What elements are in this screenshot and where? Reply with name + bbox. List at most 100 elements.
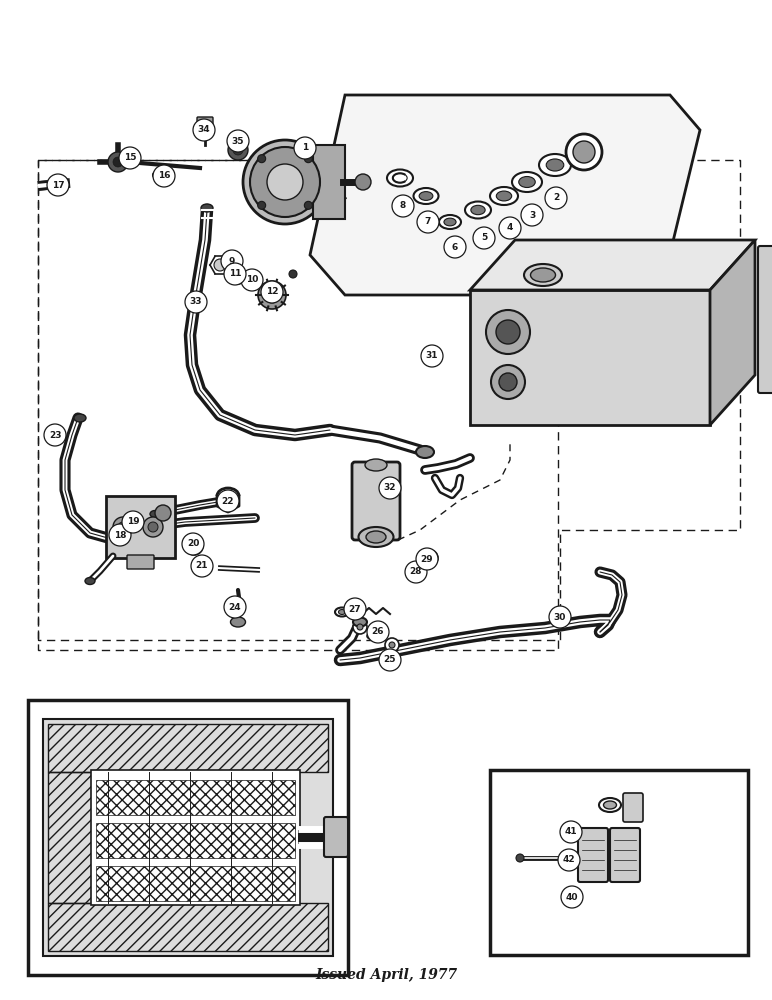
Circle shape [521, 204, 543, 226]
Text: 31: 31 [425, 352, 438, 360]
Ellipse shape [338, 609, 346, 614]
Ellipse shape [414, 188, 438, 204]
Ellipse shape [599, 798, 621, 812]
Circle shape [267, 164, 303, 200]
Ellipse shape [465, 202, 491, 219]
Text: Issued April, 1977: Issued April, 1977 [315, 968, 457, 982]
Circle shape [473, 227, 495, 249]
Text: 41: 41 [564, 828, 577, 836]
FancyBboxPatch shape [28, 700, 348, 975]
Text: 3: 3 [529, 211, 535, 220]
Circle shape [421, 345, 443, 367]
Ellipse shape [444, 218, 456, 226]
Ellipse shape [387, 169, 413, 186]
Ellipse shape [471, 205, 485, 215]
Text: 34: 34 [198, 125, 210, 134]
Ellipse shape [512, 172, 542, 192]
Circle shape [344, 598, 366, 620]
Circle shape [496, 320, 520, 344]
Circle shape [379, 477, 401, 499]
Circle shape [113, 157, 123, 167]
Circle shape [414, 568, 422, 576]
Text: 19: 19 [127, 518, 139, 526]
Circle shape [416, 548, 438, 570]
Circle shape [367, 621, 389, 643]
Circle shape [410, 564, 426, 580]
Circle shape [486, 310, 530, 354]
Ellipse shape [530, 268, 556, 282]
Circle shape [148, 522, 158, 532]
Circle shape [304, 155, 313, 163]
Circle shape [389, 642, 395, 648]
Text: 20: 20 [187, 540, 199, 548]
Ellipse shape [524, 264, 562, 286]
Circle shape [231, 270, 245, 284]
Text: 9: 9 [229, 256, 235, 265]
Ellipse shape [74, 414, 86, 422]
Circle shape [155, 505, 171, 521]
Circle shape [224, 263, 246, 285]
Text: 4: 4 [506, 224, 513, 232]
Circle shape [241, 269, 263, 291]
Text: 32: 32 [384, 484, 396, 492]
FancyBboxPatch shape [106, 496, 175, 558]
Circle shape [190, 542, 198, 550]
Circle shape [499, 373, 517, 391]
FancyBboxPatch shape [127, 555, 154, 569]
Ellipse shape [416, 446, 434, 458]
Text: 40: 40 [566, 892, 578, 902]
Text: 25: 25 [384, 656, 396, 664]
Circle shape [118, 522, 128, 532]
Ellipse shape [201, 204, 213, 212]
Circle shape [235, 274, 241, 280]
Circle shape [108, 152, 128, 172]
Circle shape [258, 155, 266, 163]
Text: 42: 42 [563, 856, 575, 864]
Circle shape [264, 287, 280, 303]
Ellipse shape [490, 187, 518, 205]
FancyBboxPatch shape [490, 770, 748, 955]
Ellipse shape [566, 134, 602, 170]
Ellipse shape [150, 510, 160, 518]
Text: 7: 7 [425, 218, 432, 227]
Circle shape [258, 281, 286, 309]
Circle shape [214, 259, 226, 271]
FancyBboxPatch shape [197, 117, 213, 129]
Circle shape [491, 365, 525, 399]
Text: 12: 12 [266, 288, 278, 296]
Circle shape [44, 424, 66, 446]
Text: 2: 2 [553, 194, 559, 202]
Ellipse shape [519, 176, 535, 188]
Circle shape [250, 279, 256, 285]
FancyBboxPatch shape [43, 719, 333, 956]
Polygon shape [710, 240, 755, 425]
Circle shape [247, 276, 259, 288]
Ellipse shape [365, 459, 387, 471]
Text: 27: 27 [349, 604, 361, 613]
Ellipse shape [439, 215, 461, 229]
Text: 24: 24 [229, 602, 242, 611]
Text: 15: 15 [124, 153, 136, 162]
Text: 8: 8 [400, 202, 406, 211]
Ellipse shape [231, 617, 245, 627]
Ellipse shape [367, 632, 383, 640]
Text: 23: 23 [49, 430, 61, 440]
Ellipse shape [85, 578, 95, 584]
Circle shape [243, 140, 327, 224]
Circle shape [289, 270, 297, 278]
Circle shape [444, 236, 466, 258]
Circle shape [227, 130, 249, 152]
Ellipse shape [153, 170, 171, 180]
FancyBboxPatch shape [91, 770, 300, 905]
Text: 10: 10 [245, 275, 258, 284]
Circle shape [233, 145, 243, 155]
Circle shape [258, 201, 266, 209]
FancyBboxPatch shape [313, 145, 345, 219]
Circle shape [113, 517, 133, 537]
Text: 16: 16 [157, 172, 171, 180]
Text: 26: 26 [372, 628, 384, 637]
Circle shape [357, 624, 363, 630]
Text: 35: 35 [232, 136, 244, 145]
Circle shape [193, 119, 215, 141]
Ellipse shape [157, 172, 167, 178]
